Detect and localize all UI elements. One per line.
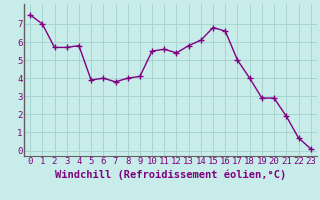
X-axis label: Windchill (Refroidissement éolien,°C): Windchill (Refroidissement éolien,°C)	[55, 169, 286, 180]
